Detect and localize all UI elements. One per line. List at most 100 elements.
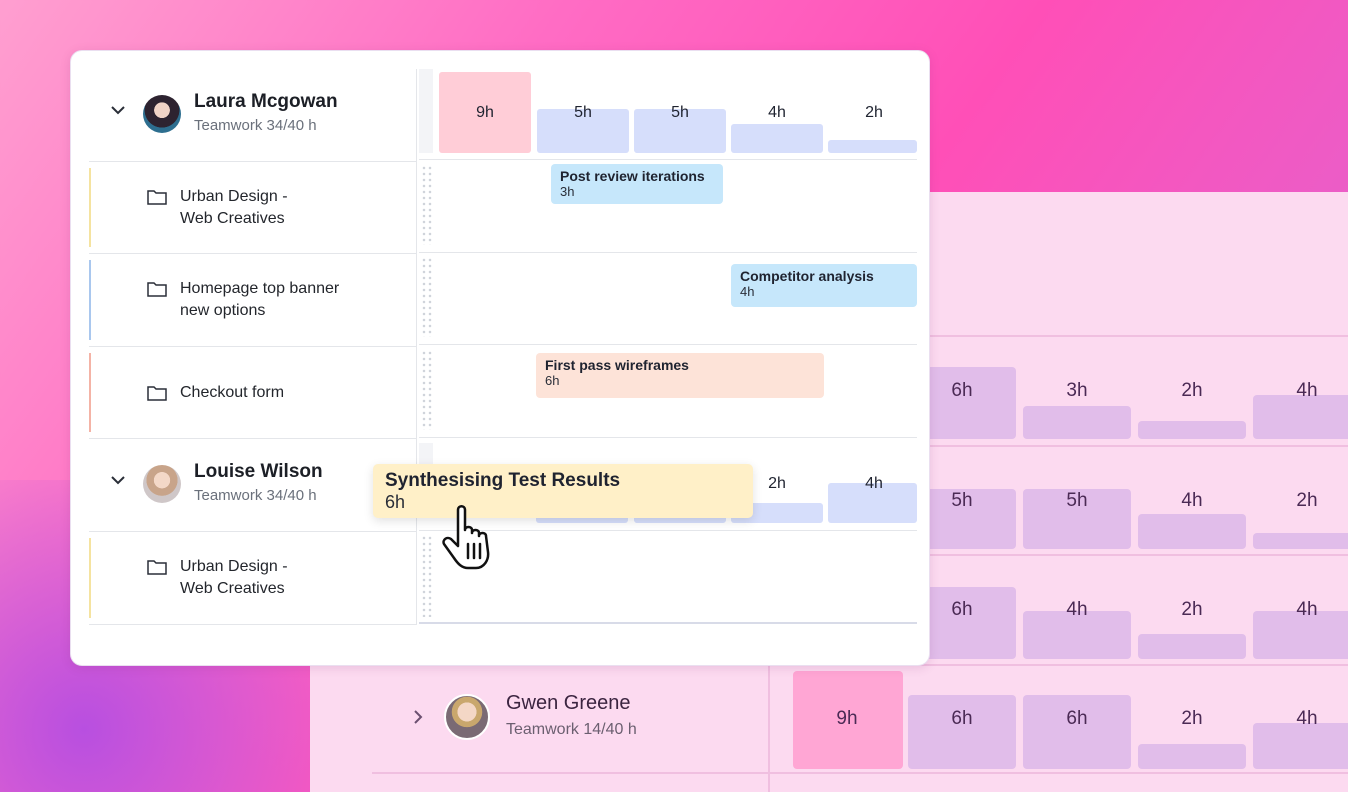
divider bbox=[419, 530, 917, 531]
capacity-label: 4h bbox=[1296, 708, 1318, 729]
capacity-bar[interactable] bbox=[1138, 634, 1246, 659]
capacity-label: 5h bbox=[671, 104, 689, 121]
person-row-laura-mcgowan[interactable]: Laura Mcgowan Teamwork 34/40 h bbox=[89, 69, 417, 161]
capacity-bar-over[interactable] bbox=[793, 671, 903, 769]
task-title: Competitor analysis bbox=[740, 268, 874, 284]
person-subtitle: Teamwork 34/40 h bbox=[194, 487, 317, 504]
person-row-louise-wilson[interactable]: Louise Wilson Teamwork 34/40 h bbox=[89, 438, 417, 531]
capacity-bar[interactable] bbox=[537, 109, 629, 153]
row-handle bbox=[419, 69, 433, 153]
drag-handle[interactable] bbox=[421, 350, 433, 430]
capacity-bar[interactable] bbox=[1253, 611, 1348, 659]
chevron-down-icon[interactable] bbox=[109, 471, 127, 489]
person-subtitle: Teamwork 34/40 h bbox=[194, 117, 317, 134]
person-name: Louise Wilson bbox=[194, 461, 323, 482]
task-card[interactable]: Competitor analysis 4h bbox=[731, 264, 917, 307]
chevron-down-icon[interactable] bbox=[109, 101, 127, 119]
capacity-bar[interactable] bbox=[908, 695, 1016, 769]
capacity-label: 4h bbox=[768, 104, 786, 121]
person-row-gwen-greene[interactable]: Gwen Greene Teamwork 14/40 h bbox=[410, 688, 810, 758]
capacity-label: 6h bbox=[1066, 708, 1088, 729]
divider bbox=[419, 622, 917, 624]
drag-handle[interactable] bbox=[421, 165, 433, 245]
task-title: Post review iterations bbox=[560, 168, 705, 184]
task-card[interactable]: First pass wireframes 6h bbox=[536, 353, 824, 398]
project-color-stripe bbox=[89, 538, 91, 618]
project-row[interactable]: Urban Design - Web Creatives bbox=[89, 531, 417, 625]
task-hours: 3h bbox=[560, 184, 575, 199]
avatar bbox=[143, 95, 181, 133]
project-name: Checkout form bbox=[180, 384, 285, 401]
project-color-stripe bbox=[89, 260, 91, 340]
divider bbox=[768, 665, 770, 792]
capacity-bar[interactable] bbox=[1253, 723, 1348, 769]
capacity-label: 6h bbox=[951, 599, 973, 620]
schedule-grid: 9h 5h 5h 4h 2h Post review iterations 3h… bbox=[419, 69, 917, 625]
capacity-bar[interactable] bbox=[1023, 611, 1131, 659]
project-name: Urban Design - Web Creatives bbox=[180, 188, 288, 227]
capacity-label: 2h bbox=[865, 104, 883, 121]
grab-hand-cursor-icon bbox=[442, 505, 490, 570]
divider bbox=[419, 437, 917, 438]
capacity-label: 4h bbox=[1181, 490, 1203, 511]
task-hours: 6h bbox=[385, 492, 406, 512]
capacity-bar-over[interactable] bbox=[439, 72, 531, 153]
capacity-bar[interactable] bbox=[731, 503, 823, 523]
folder-icon bbox=[147, 190, 167, 205]
capacity-bar[interactable] bbox=[1253, 395, 1348, 439]
project-color-stripe bbox=[89, 353, 91, 432]
capacity-bar[interactable] bbox=[828, 483, 917, 523]
capacity-bar[interactable] bbox=[1023, 406, 1131, 439]
folder-icon bbox=[147, 282, 167, 297]
capacity-label: 9h bbox=[476, 104, 494, 121]
task-hours: 4h bbox=[740, 284, 755, 299]
task-card[interactable]: Post review iterations 3h bbox=[551, 164, 723, 204]
capacity-label: 9h bbox=[836, 708, 858, 729]
person-name: Gwen Greene bbox=[506, 692, 631, 714]
folder-icon bbox=[147, 560, 167, 575]
folder-icon bbox=[147, 386, 167, 401]
project-row[interactable]: Checkout form bbox=[89, 346, 417, 438]
project-color-stripe bbox=[89, 168, 91, 247]
capacity-label: 2h bbox=[1181, 708, 1203, 729]
avatar bbox=[444, 694, 490, 740]
capacity-label: 4h bbox=[1066, 599, 1088, 620]
capacity-label: 4h bbox=[1296, 380, 1318, 401]
divider bbox=[419, 344, 917, 345]
capacity-bar[interactable] bbox=[828, 140, 917, 153]
drag-handle[interactable] bbox=[421, 257, 433, 337]
capacity-bar[interactable] bbox=[1138, 744, 1246, 769]
capacity-bar[interactable] bbox=[731, 124, 823, 153]
divider bbox=[419, 252, 917, 253]
task-title: First pass wireframes bbox=[545, 357, 689, 373]
capacity-bar[interactable] bbox=[1023, 695, 1131, 769]
capacity-label: 2h bbox=[1181, 380, 1203, 401]
project-row[interactable]: Homepage top banner new options bbox=[89, 253, 417, 346]
capacity-label: 5h bbox=[574, 104, 592, 121]
capacity-bar[interactable] bbox=[1023, 489, 1131, 549]
avatar bbox=[143, 465, 181, 503]
divider bbox=[372, 772, 1348, 774]
drag-handle[interactable] bbox=[421, 535, 433, 617]
capacity-bar[interactable] bbox=[1138, 421, 1246, 439]
capacity-label: 4h bbox=[865, 475, 883, 492]
task-title: Synthesising Test Results bbox=[385, 470, 621, 491]
capacity-bar[interactable] bbox=[1253, 533, 1348, 549]
dragging-task-card[interactable]: Synthesising Test Results 6h bbox=[373, 464, 753, 518]
task-hours: 6h bbox=[545, 373, 560, 388]
chevron-right-icon[interactable] bbox=[410, 706, 426, 728]
capacity-label: 2h bbox=[1296, 490, 1318, 511]
capacity-label: 2h bbox=[1181, 599, 1203, 620]
resource-planner-card: Laura Mcgowan Teamwork 34/40 h Urban Des… bbox=[70, 50, 930, 666]
capacity-label: 2h bbox=[768, 475, 786, 492]
capacity-label: 5h bbox=[1066, 490, 1088, 511]
project-name: Urban Design - Web Creatives bbox=[180, 558, 288, 597]
project-row[interactable]: Urban Design - Web Creatives bbox=[89, 161, 417, 253]
capacity-label: 5h bbox=[951, 490, 973, 511]
capacity-label: 3h bbox=[1066, 380, 1088, 401]
divider bbox=[419, 159, 917, 160]
people-column: Laura Mcgowan Teamwork 34/40 h Urban Des… bbox=[89, 69, 417, 625]
capacity-bar[interactable] bbox=[634, 109, 726, 153]
project-name: Homepage top banner new options bbox=[180, 280, 340, 319]
capacity-bar[interactable] bbox=[1138, 514, 1246, 549]
